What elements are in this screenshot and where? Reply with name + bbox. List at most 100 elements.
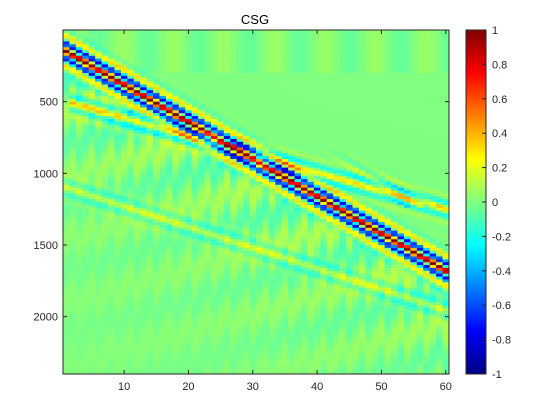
heatmap-cell: [69, 353, 77, 358]
heatmap-cell: [120, 342, 128, 346]
heatmap-cell: [320, 113, 328, 117]
heatmap-cell: [75, 98, 83, 103]
heatmap-cell: [198, 41, 205, 45]
heatmap-cell: [236, 322, 244, 326]
heatmap-cell: [204, 313, 212, 318]
heatmap-cell: [217, 273, 225, 277]
heatmap-cell: [236, 184, 244, 189]
heatmap-cell: [95, 219, 102, 223]
heatmap-cell: [198, 90, 205, 94]
heatmap-cell: [108, 230, 115, 234]
heatmap-cell: [108, 167, 115, 171]
heatmap-cell: [63, 299, 70, 303]
heatmap-cell: [95, 32, 102, 37]
heatmap-cell: [140, 133, 148, 137]
heatmap-cell: [236, 67, 244, 71]
heatmap-cell: [204, 362, 212, 366]
heatmap-cell: [301, 110, 308, 114]
heatmap-cell: [146, 116, 154, 120]
heatmap-cell: [243, 336, 250, 340]
heatmap-cell: [140, 270, 148, 275]
heatmap-cell: [249, 44, 257, 48]
heatmap-cell: [256, 356, 263, 361]
heatmap-cell: [210, 299, 218, 303]
heatmap-cell: [198, 308, 205, 312]
heatmap-cell: [114, 58, 122, 62]
heatmap-cell: [217, 147, 225, 151]
heatmap-cell: [191, 150, 199, 154]
heatmap-cell: [243, 124, 250, 128]
heatmap-cell: [127, 184, 135, 189]
heatmap-cell: [230, 319, 238, 323]
heatmap-cell: [140, 153, 148, 157]
heatmap-cell: [127, 52, 135, 57]
heatmap-cell: [313, 133, 321, 137]
heatmap-cell: [262, 50, 270, 54]
heatmap-cell: [294, 365, 302, 369]
heatmap-cell: [204, 319, 212, 323]
heatmap-cell: [82, 290, 90, 295]
heatmap-cell: [114, 130, 122, 134]
heatmap-cell: [127, 156, 135, 160]
heatmap-cell: [313, 331, 321, 335]
heatmap-cell: [262, 253, 270, 257]
heatmap-cell: [275, 288, 283, 292]
heatmap-cell: [88, 230, 96, 234]
heatmap-cell: [63, 124, 70, 128]
heatmap-cell: [146, 130, 154, 134]
heatmap-cell: [268, 58, 276, 62]
heatmap-cell: [204, 50, 212, 54]
heatmap-cell: [313, 362, 321, 366]
heatmap-cell: [95, 202, 102, 206]
heatmap-cell: [268, 44, 276, 48]
heatmap-cell: [153, 351, 160, 355]
heatmap-cell: [101, 259, 109, 263]
heatmap-cell: [120, 167, 128, 171]
heatmap-cell: [236, 47, 244, 51]
heatmap-cell: [288, 302, 295, 306]
heatmap-cell: [114, 170, 122, 174]
heatmap-cell: [243, 310, 250, 315]
heatmap-cell: [191, 47, 199, 51]
heatmap-cell: [172, 204, 180, 209]
heatmap-cell: [159, 351, 167, 355]
heatmap-cell: [178, 118, 186, 123]
heatmap-cell: [153, 193, 160, 197]
heatmap-cell: [275, 250, 283, 254]
heatmap-cell: [120, 276, 128, 280]
heatmap-cell: [217, 118, 225, 123]
heatmap-cell: [301, 35, 308, 39]
heatmap-cell: [281, 101, 289, 105]
heatmap-cell: [101, 207, 109, 211]
heatmap-cell: [114, 348, 122, 352]
heatmap-cell: [217, 47, 225, 51]
heatmap-cell: [320, 210, 328, 214]
heatmap-cell: [178, 73, 186, 77]
heatmap-cell: [301, 81, 308, 85]
heatmap-cell: [313, 193, 321, 197]
heatmap-cell: [288, 81, 295, 85]
heatmap-cell: [69, 348, 77, 352]
heatmap-cell: [204, 121, 212, 125]
heatmap-cell: [210, 279, 218, 283]
heatmap-cell: [63, 322, 70, 326]
heatmap-cell: [210, 184, 218, 189]
heatmap-cell: [146, 67, 154, 71]
heatmap-cell: [165, 30, 173, 34]
heatmap-cell: [185, 118, 193, 123]
heatmap-cell: [178, 98, 186, 103]
heatmap-cell: [243, 35, 250, 39]
heatmap-cell: [165, 353, 173, 358]
heatmap-cell: [191, 353, 199, 358]
heatmap-cell: [75, 239, 83, 243]
heatmap-cell: [133, 159, 141, 163]
heatmap-cell: [275, 227, 283, 232]
heatmap-cell: [262, 368, 270, 372]
heatmap-cell: [159, 187, 167, 191]
heatmap-cell: [204, 90, 212, 94]
heatmap-cell: [313, 52, 321, 57]
heatmap-cell: [243, 90, 250, 94]
heatmap-cell: [165, 339, 173, 343]
heatmap-cell: [268, 230, 276, 234]
heatmap-cell: [236, 55, 244, 60]
